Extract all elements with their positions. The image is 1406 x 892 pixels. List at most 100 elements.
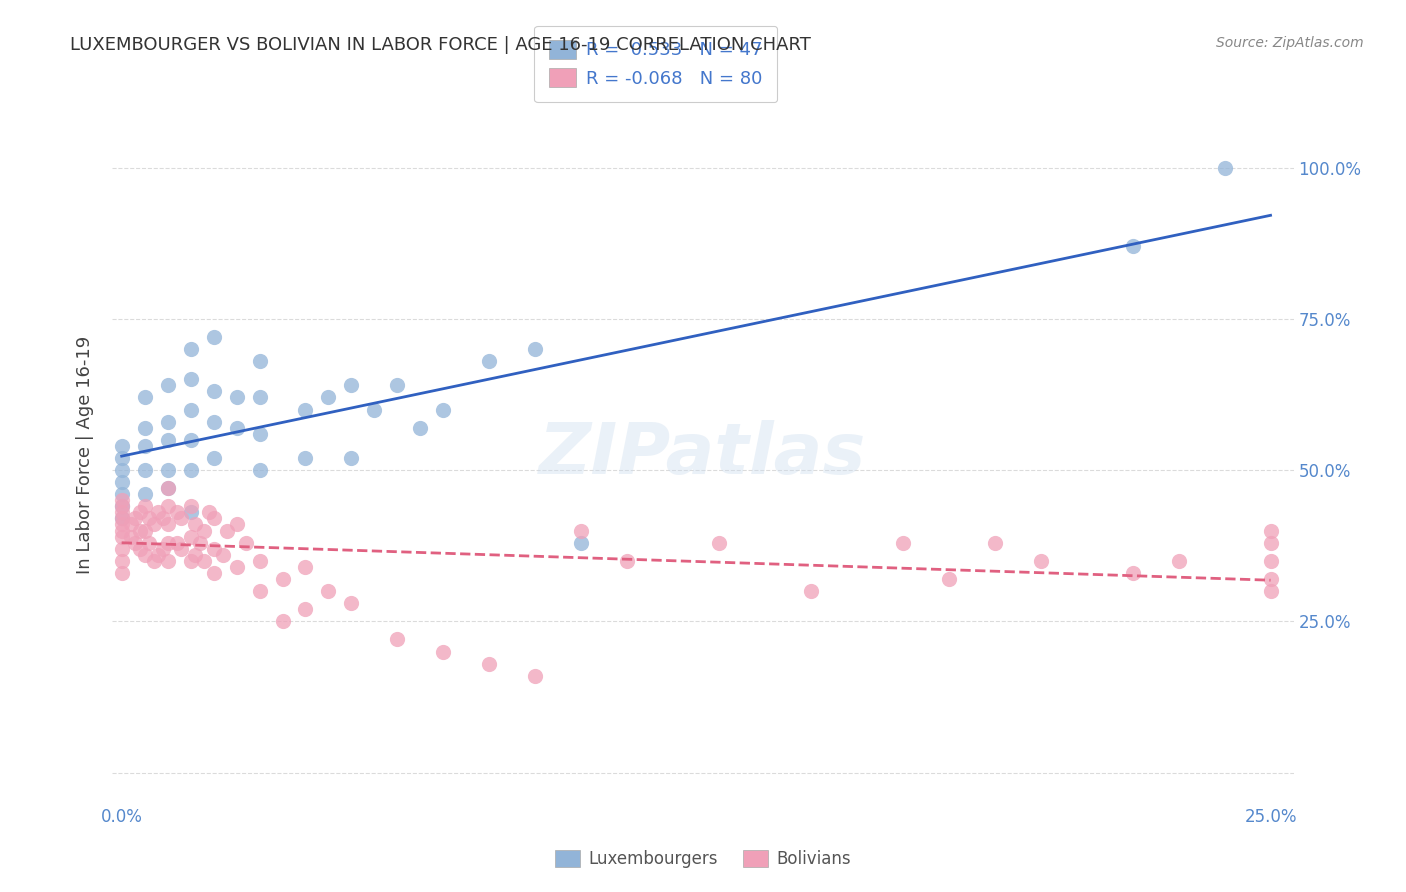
Point bbox=[984, 535, 1007, 549]
Point bbox=[111, 505, 134, 519]
Point bbox=[891, 535, 914, 549]
Point bbox=[180, 500, 202, 514]
Point bbox=[524, 669, 547, 683]
Point bbox=[409, 420, 432, 434]
Point bbox=[180, 342, 202, 356]
Point bbox=[363, 402, 385, 417]
Point bbox=[111, 511, 134, 525]
Point bbox=[120, 530, 142, 544]
Point bbox=[249, 584, 271, 599]
Point bbox=[193, 524, 215, 538]
Point bbox=[318, 391, 340, 405]
Point bbox=[193, 554, 215, 568]
Point bbox=[138, 511, 160, 525]
Point bbox=[294, 450, 316, 465]
Point bbox=[569, 524, 592, 538]
Point bbox=[432, 402, 454, 417]
Point bbox=[152, 511, 174, 525]
Point bbox=[1213, 161, 1236, 175]
Text: LUXEMBOURGER VS BOLIVIAN IN LABOR FORCE | AGE 16-19 CORRELATION CHART: LUXEMBOURGER VS BOLIVIAN IN LABOR FORCE … bbox=[70, 36, 811, 54]
Point bbox=[524, 342, 547, 356]
Point bbox=[211, 548, 233, 562]
Point bbox=[156, 481, 179, 495]
Point bbox=[111, 475, 134, 490]
Point bbox=[180, 554, 202, 568]
Point bbox=[138, 535, 160, 549]
Point bbox=[202, 450, 225, 465]
Point bbox=[616, 554, 638, 568]
Point bbox=[249, 354, 271, 368]
Point bbox=[707, 535, 730, 549]
Point bbox=[1122, 566, 1144, 580]
Point bbox=[198, 505, 221, 519]
Y-axis label: In Labor Force | Age 16-19: In Labor Force | Age 16-19 bbox=[76, 335, 94, 574]
Point bbox=[1260, 524, 1282, 538]
Point bbox=[225, 559, 247, 574]
Point bbox=[478, 354, 501, 368]
Point bbox=[340, 596, 363, 610]
Point bbox=[188, 535, 211, 549]
Point bbox=[225, 420, 247, 434]
Point bbox=[180, 372, 202, 386]
Point bbox=[180, 530, 202, 544]
Point bbox=[111, 493, 134, 508]
Point bbox=[134, 548, 156, 562]
Point bbox=[156, 481, 179, 495]
Point bbox=[1260, 535, 1282, 549]
Point bbox=[217, 524, 239, 538]
Point bbox=[800, 584, 823, 599]
Point bbox=[202, 541, 225, 556]
Point bbox=[478, 657, 501, 671]
Point bbox=[202, 566, 225, 580]
Point bbox=[569, 535, 592, 549]
Point bbox=[180, 433, 202, 447]
Point bbox=[111, 450, 134, 465]
Point bbox=[111, 517, 134, 532]
Point bbox=[111, 463, 134, 477]
Point bbox=[142, 517, 165, 532]
Point bbox=[111, 500, 134, 514]
Point bbox=[1122, 239, 1144, 253]
Point bbox=[1167, 554, 1189, 568]
Point bbox=[129, 505, 152, 519]
Point bbox=[1260, 554, 1282, 568]
Point bbox=[134, 487, 156, 501]
Point bbox=[156, 517, 179, 532]
Point bbox=[1260, 572, 1282, 586]
Text: Source: ZipAtlas.com: Source: ZipAtlas.com bbox=[1216, 36, 1364, 50]
Point bbox=[111, 439, 134, 453]
Point bbox=[156, 500, 179, 514]
Point bbox=[249, 463, 271, 477]
Point bbox=[148, 548, 170, 562]
Point bbox=[156, 433, 179, 447]
Point bbox=[111, 554, 134, 568]
Point bbox=[202, 384, 225, 399]
Point bbox=[170, 541, 193, 556]
Point bbox=[134, 524, 156, 538]
Point bbox=[294, 602, 316, 616]
Point bbox=[124, 535, 146, 549]
Point bbox=[129, 541, 152, 556]
Point bbox=[202, 415, 225, 429]
Point bbox=[120, 517, 142, 532]
Point bbox=[111, 566, 134, 580]
Point bbox=[170, 511, 193, 525]
Point bbox=[166, 535, 188, 549]
Point bbox=[134, 420, 156, 434]
Point bbox=[225, 391, 247, 405]
Text: ZIPatlas: ZIPatlas bbox=[540, 420, 866, 490]
Point bbox=[156, 378, 179, 392]
Point bbox=[180, 505, 202, 519]
Point bbox=[387, 378, 409, 392]
Point bbox=[249, 554, 271, 568]
Point bbox=[142, 554, 165, 568]
Point bbox=[134, 439, 156, 453]
Point bbox=[134, 391, 156, 405]
Point bbox=[225, 517, 247, 532]
Point bbox=[124, 511, 146, 525]
Point bbox=[166, 505, 188, 519]
Point bbox=[432, 644, 454, 658]
Point bbox=[1260, 584, 1282, 599]
Point bbox=[184, 548, 207, 562]
Point bbox=[111, 511, 134, 525]
